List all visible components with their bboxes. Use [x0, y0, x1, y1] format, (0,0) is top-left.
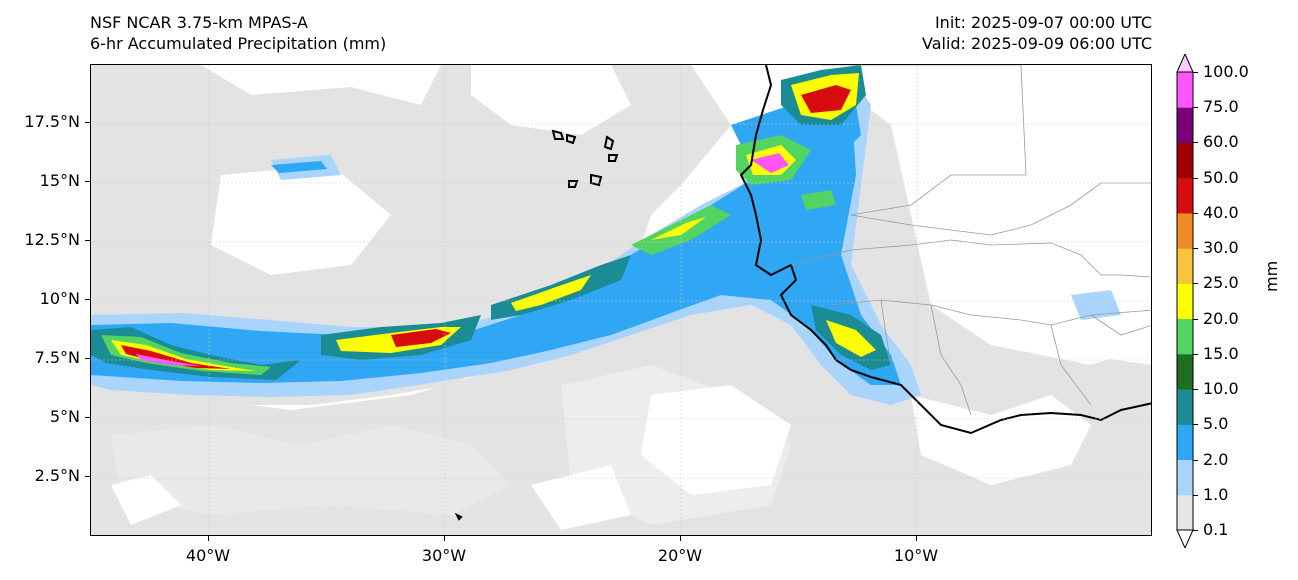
lat-tickmark — [85, 299, 90, 300]
lat-tick-10: 10°N — [39, 289, 80, 308]
lat-tick-17-5: 17.5°N — [24, 112, 80, 131]
lon-tickmark — [916, 536, 917, 541]
colorbar-tickmark — [1193, 530, 1198, 531]
colorbar-label: 10.0 — [1203, 379, 1239, 399]
colorbar-segment — [1177, 177, 1193, 214]
colorbar-tickmark — [1193, 283, 1198, 285]
colorbar-segment — [1177, 248, 1193, 284]
colorbar-label: 5.0 — [1203, 414, 1229, 434]
colorbar-label: 25.0 — [1203, 273, 1239, 293]
colorbar-segment — [1177, 530, 1193, 548]
lat-tick-5: 5°N — [49, 407, 80, 426]
colorbar-segment — [1177, 353, 1193, 390]
lon-tickmark — [444, 536, 445, 541]
lat-tickmark — [85, 417, 90, 418]
colorbar-segment — [1177, 212, 1193, 249]
lat-tick-15: 15°N — [39, 171, 80, 190]
colorbar-segment — [1177, 459, 1193, 496]
lat-tickmark — [85, 476, 90, 477]
lon-tickmark — [208, 536, 209, 541]
colorbar-segment — [1177, 389, 1193, 425]
colorbar-tickmark — [1193, 389, 1198, 391]
colorbar-label: 1.0 — [1203, 484, 1229, 504]
colorbar-label: 75.0 — [1203, 97, 1239, 117]
colorbar-tickmark — [1193, 459, 1198, 461]
field-name: 6-hr Accumulated Precipitation (mm) — [90, 34, 387, 53]
lat-tick-2-5: 2.5°N — [34, 466, 80, 485]
colorbar-label: 40.0 — [1203, 202, 1239, 222]
colorbar-label: 2.0 — [1203, 449, 1229, 469]
lon-tickmark — [680, 536, 681, 541]
lat-tickmark — [85, 358, 90, 359]
init-time: Init: 2025-09-07 00:00 UTC — [934, 13, 1152, 32]
colorbar-segments — [1177, 54, 1193, 548]
lon-tick-10w: 10°W — [893, 546, 939, 565]
colorbar-tickmark — [1193, 318, 1198, 320]
precipitation-map — [90, 64, 1152, 536]
cape-verde-islands — [454, 129, 619, 521]
dry-areas — [111, 65, 1151, 530]
lon-tick-20w: 20°W — [657, 546, 703, 565]
colorbar-segment — [1177, 494, 1193, 531]
colorbar-tickmark — [1193, 212, 1198, 214]
lat-tickmark — [85, 122, 90, 123]
colorbar-segment — [1177, 72, 1193, 108]
colorbar-tickmark — [1193, 424, 1198, 426]
lat-tickmark — [85, 240, 90, 241]
colorbar-tickmark — [1193, 494, 1198, 496]
colorbar-tickmark — [1193, 248, 1198, 250]
map-title-left: NSF NCAR 3.75-km MPAS-A 6-hr Accumulated… — [90, 12, 386, 54]
colorbar-tickmark — [1193, 177, 1198, 179]
map-title-right: Init: 2025-09-07 00:00 UTC Valid: 2025-0… — [922, 12, 1152, 54]
colorbar-label: 50.0 — [1203, 167, 1239, 187]
lon-tick-30w: 30°W — [421, 546, 467, 565]
gridlines — [91, 65, 1151, 535]
colorbar-tickmark — [1193, 72, 1198, 73]
colorbar-label: 0.1 — [1203, 520, 1229, 539]
colorbar-segment — [1177, 424, 1193, 461]
country-borders — [790, 65, 1151, 416]
colorbar-segment — [1177, 107, 1193, 143]
colorbar — [1176, 54, 1194, 548]
colorbar-label: 60.0 — [1203, 132, 1239, 152]
colorbar-segment — [1177, 142, 1193, 179]
coastline — [739, 65, 1151, 435]
colorbar-tickmark — [1193, 142, 1198, 144]
colorbar-label: 15.0 — [1203, 343, 1239, 363]
lat-tickmark — [85, 181, 90, 182]
lon-tick-40w: 40°W — [185, 546, 231, 565]
colorbar-label: 100.0 — [1203, 62, 1249, 81]
rain-heavy-cores — [91, 65, 891, 380]
map-canvas — [91, 65, 1151, 535]
colorbar-segment — [1177, 318, 1193, 355]
colorbar-segment — [1177, 54, 1193, 72]
colorbar-unit: mm — [1262, 260, 1281, 292]
colorbar-outline — [1176, 71, 1194, 531]
colorbar-label: 30.0 — [1203, 238, 1239, 258]
lat-tick-12-5: 12.5°N — [24, 230, 80, 249]
colorbar-tickmark — [1193, 107, 1198, 109]
colorbar-label: 20.0 — [1203, 308, 1239, 328]
valid-time: Valid: 2025-09-09 06:00 UTC — [921, 34, 1152, 53]
model-name: NSF NCAR 3.75-km MPAS-A — [90, 13, 308, 32]
colorbar-segment — [1177, 283, 1193, 320]
colorbar-tickmark — [1193, 353, 1198, 355]
lat-tick-7-5: 7.5°N — [34, 348, 80, 367]
